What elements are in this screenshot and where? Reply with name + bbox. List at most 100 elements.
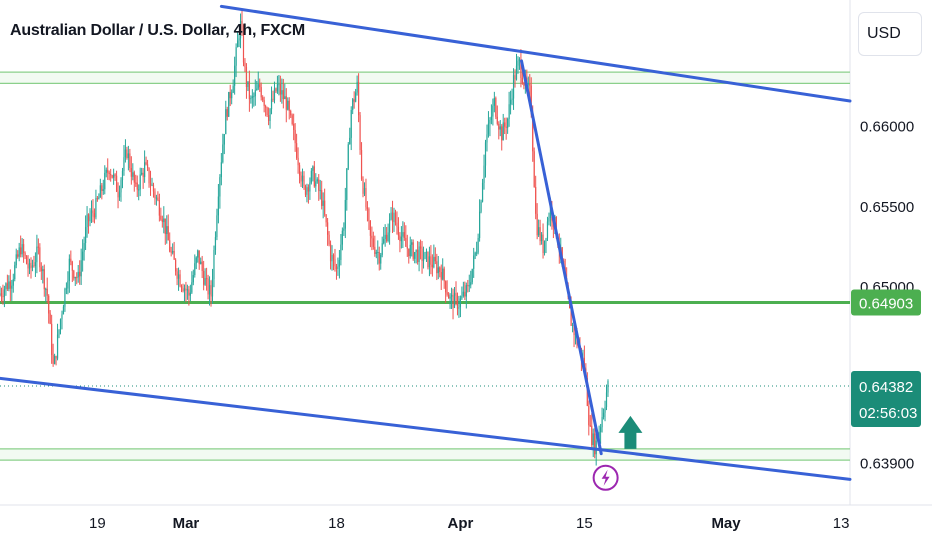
candle-body: [6, 283, 8, 289]
candle-body: [23, 244, 25, 254]
candle-body: [39, 247, 41, 268]
y-tick-label: 0.66000: [860, 119, 914, 136]
candle-body: [583, 357, 585, 369]
candle-body: [20, 247, 22, 255]
candle-body: [409, 244, 411, 257]
candle-body: [191, 282, 193, 293]
candle-body: [499, 126, 501, 130]
candle-body: [327, 222, 329, 235]
candle-body: [117, 191, 119, 198]
candle-body: [129, 153, 131, 169]
x-tick-label: Apr: [447, 515, 473, 532]
candle-body: [368, 208, 370, 221]
x-tick-label: Mar: [173, 515, 200, 532]
candle-body: [471, 268, 473, 283]
candle-body: [144, 162, 146, 178]
candle-body: [62, 306, 65, 315]
candle-body: [545, 238, 547, 241]
candle-body: [378, 251, 380, 264]
candle-body: [126, 149, 128, 158]
candle-body: [490, 116, 493, 120]
candle-body: [365, 187, 367, 208]
candle-body: [197, 250, 199, 258]
candle-body: [507, 118, 509, 128]
candle-body: [539, 227, 541, 242]
candle-body: [12, 279, 14, 286]
candle-body: [273, 88, 276, 101]
x-tick-label: 19: [89, 515, 106, 532]
candle-body: [74, 277, 76, 279]
candle-body: [229, 92, 231, 99]
currency-selector-button[interactable]: USD: [858, 12, 922, 56]
candle-body: [312, 166, 314, 171]
candle-body: [267, 114, 270, 121]
candle-body: [474, 252, 476, 256]
candle-body: [492, 105, 494, 117]
candle-body: [87, 214, 90, 222]
candle-body: [179, 274, 181, 287]
candle-body: [493, 97, 495, 106]
candle-body: [324, 200, 326, 215]
candle-body: [27, 263, 29, 269]
candle-body: [164, 218, 166, 235]
candle-body: [203, 270, 205, 285]
candle-body: [479, 211, 481, 238]
candle-body: [484, 142, 487, 166]
candle-body: [521, 77, 523, 84]
candle-body: [98, 197, 100, 200]
candle-body: [495, 97, 497, 117]
candle-body: [282, 90, 284, 100]
candle-body: [375, 252, 377, 254]
candle-body: [120, 180, 122, 193]
candle-body: [172, 250, 174, 253]
candle-body: [24, 253, 26, 257]
candle-body: [108, 172, 110, 175]
candle-body: [397, 226, 400, 236]
candle-body: [468, 285, 470, 287]
candle-body: [561, 247, 563, 261]
candle-body: [18, 247, 20, 257]
candle-body: [205, 278, 208, 280]
candle-body: [228, 92, 230, 117]
support-price-label: 0.64903: [859, 296, 913, 313]
candle-body: [15, 254, 17, 266]
candle-body: [452, 294, 454, 308]
candle-body: [30, 262, 32, 268]
y-tick-label: 0.63900: [860, 455, 914, 472]
candle-body: [110, 174, 112, 176]
candle-body: [415, 249, 417, 253]
candle-body: [48, 295, 50, 314]
candle-body: [239, 21, 242, 39]
candle-body: [607, 380, 609, 393]
candle-body: [328, 234, 330, 245]
resistance-zone-fill: [0, 72, 850, 84]
candle-body: [225, 109, 227, 135]
candle-body: [236, 40, 239, 48]
candle-body: [338, 259, 341, 267]
candle-body: [384, 234, 386, 240]
candle-body: [514, 75, 516, 80]
candle-body: [543, 240, 546, 254]
candle-body: [422, 258, 425, 262]
candle-body: [71, 261, 73, 271]
candle-body: [442, 268, 444, 280]
candle-body: [509, 99, 512, 105]
candle-body: [331, 255, 333, 262]
candle-body: [95, 198, 97, 218]
candle-body: [25, 256, 28, 264]
candle-body: [369, 220, 371, 236]
candle-body: [464, 291, 466, 297]
candle-body: [175, 259, 177, 272]
candle-body: [298, 165, 301, 176]
candle-body: [536, 213, 538, 236]
candle-body: [107, 169, 109, 173]
candle-body: [223, 134, 225, 145]
candle-body: [402, 232, 404, 237]
candle-body: [458, 307, 460, 309]
candle-body: [96, 198, 98, 200]
candle-body: [82, 251, 84, 261]
candle-body: [51, 323, 53, 355]
candle-body: [505, 126, 507, 128]
candle-body: [353, 99, 355, 102]
